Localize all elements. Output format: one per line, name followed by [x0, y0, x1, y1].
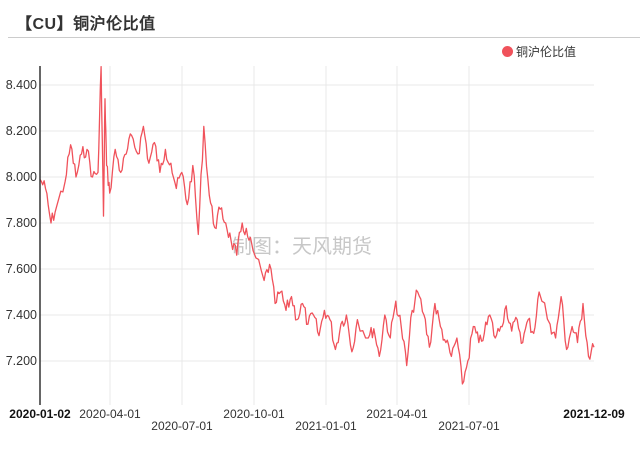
x-axis-ticks: 2020-01-02 2020-04-01 2020-07-01 2020-10-01… [9, 407, 625, 433]
title-divider [8, 37, 640, 38]
x-tick-label: 2020-01-02 [9, 407, 71, 421]
legend-label: 铜沪伦比值 [516, 45, 577, 59]
x-tick-label: 2020-07-01 [151, 419, 213, 433]
chart-legend[interactable]: 铜沪伦比值 [502, 43, 576, 60]
x-tick-label: 2021-12-09 [563, 407, 625, 421]
x-tick-label: 2020-10-01 [223, 407, 285, 421]
watermark: 制图：天风期货 [232, 235, 372, 258]
y-tick-label: 7.600 [6, 262, 37, 276]
gridlines [40, 66, 594, 405]
y-tick-label: 8.000 [6, 170, 37, 184]
y-tick-label: 8.200 [6, 124, 37, 138]
y-tick-label: 7.400 [6, 308, 37, 322]
y-axis-ticks: 8.400 8.200 8.000 7.800 7.600 7.400 7.200 [6, 78, 37, 368]
x-tick-label: 2021-01-01 [295, 419, 357, 433]
x-tick-label: 2021-07-01 [438, 419, 500, 433]
x-tick-label: 2021-04-01 [366, 407, 428, 421]
x-tick-label: 2020-04-01 [79, 407, 141, 421]
y-tick-label: 7.200 [6, 354, 37, 368]
legend-marker-icon [502, 46, 513, 57]
series-line-copper-ratio [39, 65, 595, 385]
y-tick-label: 8.400 [6, 78, 37, 92]
page-title: 【CU】铜沪伦比值 [16, 16, 156, 33]
y-tick-label: 7.800 [6, 216, 37, 230]
